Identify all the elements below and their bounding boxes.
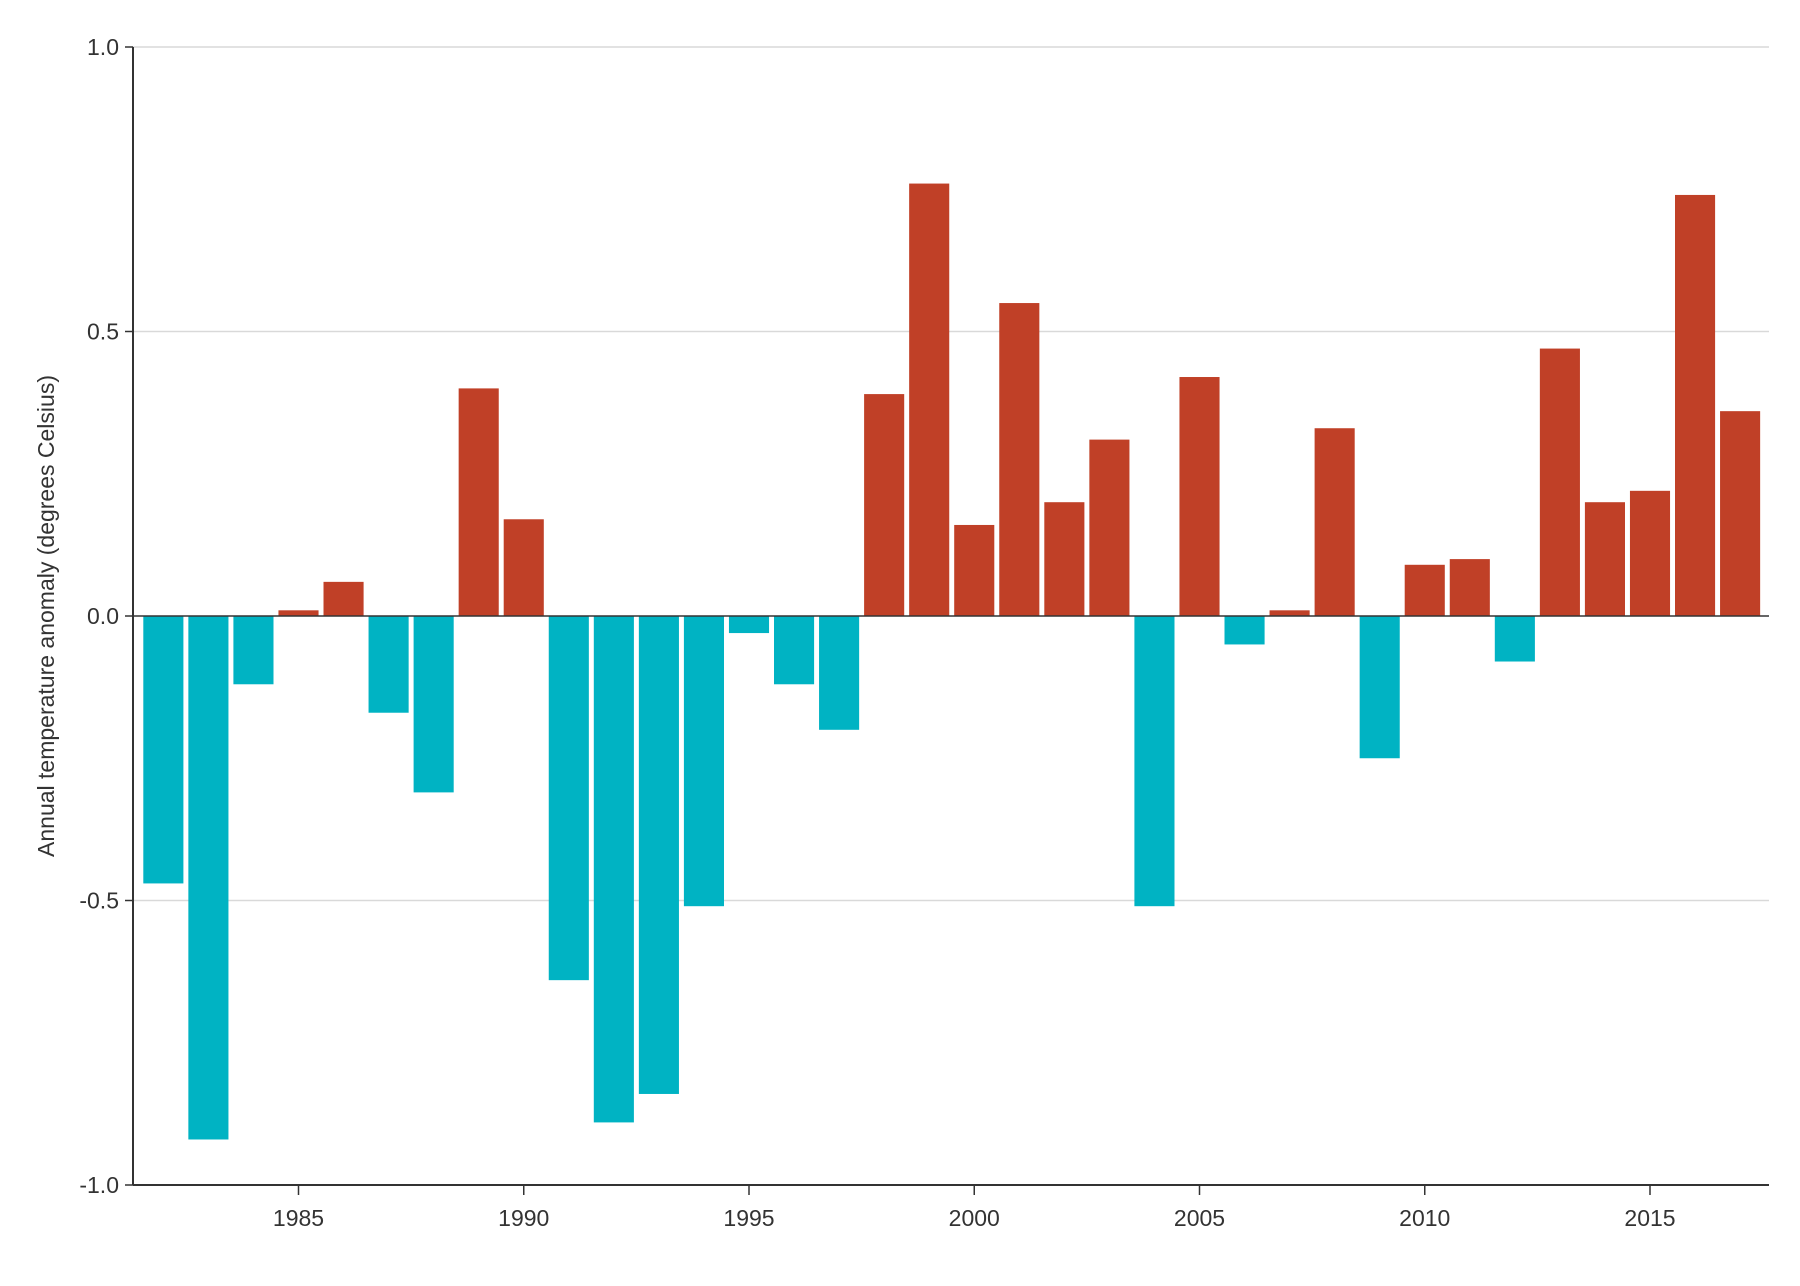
bar-2008 (1314, 428, 1355, 616)
y-tick-label: 0.5 (87, 319, 119, 345)
x-tick-label: 2000 (949, 1205, 1000, 1231)
bar-2015 (1629, 490, 1671, 616)
bar-2003 (1089, 439, 1130, 616)
bar-1994 (683, 616, 724, 907)
y-tick-label: -0.5 (79, 888, 119, 914)
bar-1989 (458, 388, 499, 616)
bar-2005 (1179, 377, 1220, 616)
bar-2009 (1359, 616, 1400, 759)
y-tick-label: 0.0 (87, 603, 119, 629)
bar-1996 (774, 616, 815, 685)
bar-2013 (1539, 348, 1580, 616)
x-tick-label: 2010 (1399, 1205, 1450, 1231)
bar-2012 (1494, 616, 1535, 662)
y-tick-label: -1.0 (79, 1172, 119, 1198)
bar-2002 (1044, 502, 1085, 616)
y-tick-label: 1.0 (87, 34, 119, 60)
bar-2000 (954, 524, 995, 616)
x-tick-label: 2015 (1624, 1205, 1675, 1231)
bar-1987 (368, 616, 409, 713)
bar-1983 (188, 616, 229, 1140)
x-tick-label: 1990 (498, 1205, 549, 1231)
bar-1984 (233, 616, 274, 685)
bar-1993 (638, 616, 679, 1094)
x-axis-ticks: 1985 1990 1995 2000 2005 2010 2015 (273, 1185, 1676, 1231)
gridlines (133, 46, 1769, 902)
bar-1992 (593, 616, 634, 1123)
bar-1982 (143, 616, 184, 884)
x-tick-label: 1995 (723, 1205, 774, 1231)
bar-2011 (1449, 559, 1490, 616)
bar-1985 (278, 610, 319, 616)
bar-1998 (864, 394, 905, 616)
bar-1990 (503, 519, 544, 616)
bar-2017 (1720, 411, 1761, 616)
bar-1986 (323, 581, 364, 616)
bar-2004 (1134, 616, 1175, 907)
x-tick-label: 1985 (273, 1205, 324, 1231)
bar-2001 (999, 303, 1040, 616)
bars (143, 183, 1761, 1140)
bar-2016 (1675, 194, 1716, 616)
bar-1999 (909, 183, 950, 616)
bar-2010 (1404, 564, 1445, 616)
y-axis-ticks: 1.0 0.5 0.0 -0.5 -1.0 (79, 34, 133, 1198)
bar-1997 (819, 616, 860, 730)
bar-2006 (1224, 616, 1265, 645)
bar-1988 (413, 616, 454, 793)
bar-2007 (1269, 610, 1310, 616)
y-axis-label: Annual temperature anomaly (degrees Cels… (33, 375, 59, 857)
bar-1991 (548, 616, 589, 981)
bar-2014 (1584, 502, 1625, 616)
bar-1995 (728, 616, 770, 634)
x-tick-label: 2005 (1174, 1205, 1225, 1231)
axes (132, 47, 1769, 1186)
